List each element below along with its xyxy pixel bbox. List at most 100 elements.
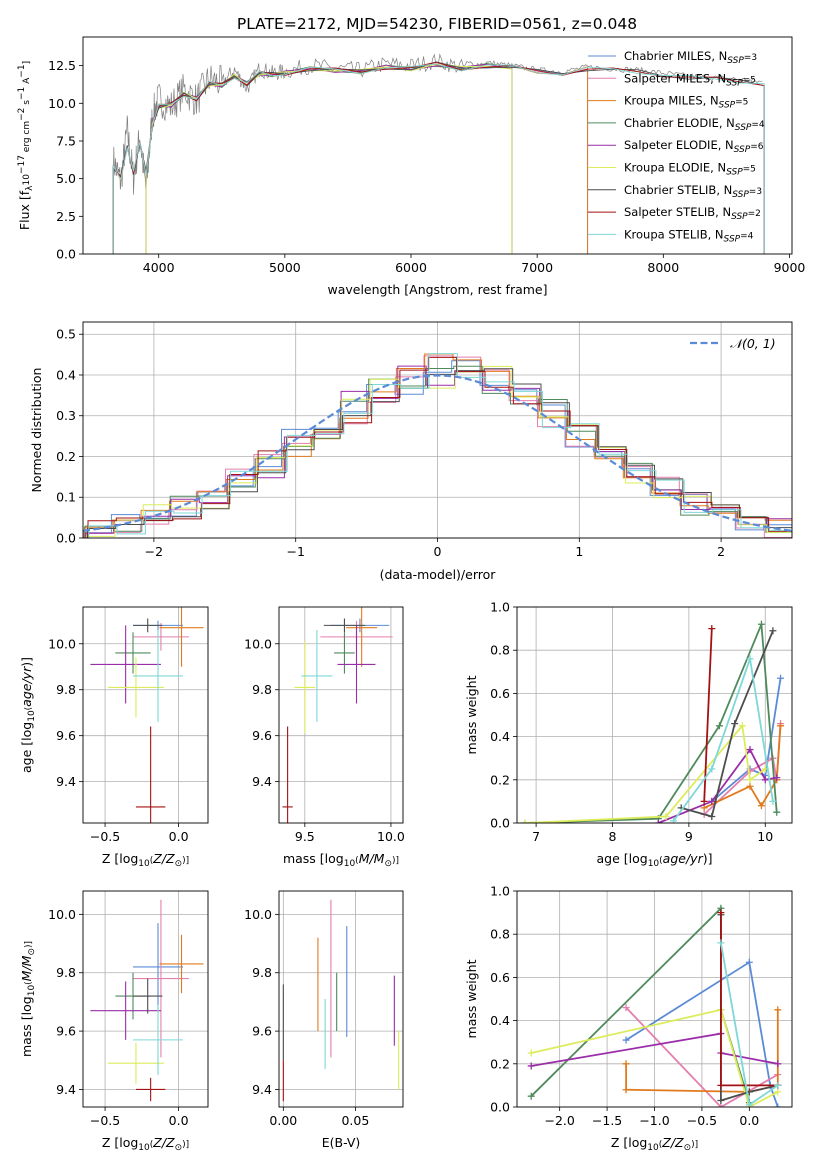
x-tick-label: 10 [757,829,773,844]
x-axis-label: (data-model)/error [380,567,497,582]
weight-marker [757,802,765,810]
panel-residuals: −2 −1 0 1 2 0.0 0.1 0.2 0.3 0.4 0.5 𝒩(0, 1) (data-mo… [29,321,793,582]
plot-area-mass-vs-ebv [282,899,400,1102]
weight-marker [774,1081,782,1089]
x-tick-label: 9 [685,829,693,844]
y-tick-label: 9.6 [252,728,272,743]
axes-frame [82,321,793,539]
y-axis-label: mass [log10(M/M⊙)] [19,941,37,1057]
panel-weight-vs-age: 7 8 9 10 0.0 0.2 0.4 0.6 0.8 1.0 age [log10(age/yr… [464,600,793,869]
weight-marker [745,958,753,966]
legend-label: Salpeter MILES, NSSP=5 [624,71,756,88]
x-tick-label: −0.5 [687,1113,717,1128]
y-tick-label: 0.1 [56,490,76,505]
legend-label: Kroupa ELODIE, NSSP=5 [624,161,756,178]
y-tick-label: 9.6 [252,1024,272,1039]
y-tick-label: 9.8 [56,965,76,980]
weight-marker [769,627,777,635]
y-tick-label: 10.0 [244,907,272,922]
x-tick-label: −0.5 [90,1113,120,1128]
weight-marker [746,746,754,754]
weight-marker [708,813,716,821]
weight-marker [708,797,716,805]
y-tick-label: 9.4 [56,774,76,789]
weight-marker [715,722,723,730]
plot-area-mass-vs-Z [90,899,204,1102]
panel-age-vs-mass: 9.5 10.0 9.4 9.6 9.8 10.0 mass [log10(M/M⊙)] [244,606,405,869]
x-axis-label: E(B-V) [322,1135,361,1150]
weight-marker [717,909,725,917]
x-tick-label: 0.0 [739,1113,759,1128]
x-tick-label: 10.0 [377,829,405,844]
hist-step-salpeter-stelib [87,356,792,538]
y-tick-label: 2.5 [56,209,76,224]
weight-marker [774,1088,782,1096]
y-tick-label: 9.4 [252,774,272,789]
x-tick-label: 9.5 [295,829,315,844]
y-axis-label: mass weight [464,675,479,754]
x-axis-label: wavelength [Angstrom, rest frame] [327,282,547,297]
x-tick-label: −2 [145,544,163,559]
y-tick-label: 10.0 [244,636,272,651]
legend-label: Chabrier STELIB, NSSP=3 [624,183,762,200]
legend-label: Chabrier MILES, NSSP=3 [624,49,757,66]
model-spectrum-salpeter-elodie [145,63,513,254]
y-tick-label: 1.0 [490,600,510,615]
y-tick-label: 9.4 [56,1082,76,1097]
axes-frame [516,890,793,1108]
x-tick-label: 6000 [395,260,427,275]
weight-marker [527,1049,535,1057]
x-tick-label: 8000 [647,260,679,275]
y-tick-label: 0.2 [56,449,76,464]
y-tick-label: 0.0 [490,1100,510,1115]
weight-marker [777,674,785,682]
weight-marker [527,1062,535,1070]
y-tick-label: 0.0 [56,247,76,262]
weight-line-chabrier-miles [625,960,779,1107]
y-tick-label: 0.4 [490,1013,510,1028]
y-tick-label: 0.6 [490,686,510,701]
x-tick-label: 1 [575,544,583,559]
weight-marker [773,808,781,816]
weight-marker [622,1004,630,1012]
y-tick-label: 0.2 [490,772,510,787]
weight-marker [774,1006,782,1014]
x-tick-label: 0.05 [341,1113,369,1128]
y-tick-label: 10.0 [48,907,76,922]
x-axis-label: Z [log10(Z/Z⊙)] [102,851,189,869]
axes-frame [82,36,793,255]
weight-line-kroupa-elodie [531,1008,779,1107]
weight-marker [769,797,777,805]
plot-area-age-vs-mass [282,607,393,823]
model-spectrum-kroupa-stelib [112,63,765,254]
weight-marker [745,1101,753,1107]
weight-marker [700,797,708,805]
weight-marker [622,1060,630,1068]
weight-marker [717,1103,725,1107]
y-tick-label: 7.5 [56,133,76,148]
weight-marker [746,776,754,784]
weight-marker [622,1036,630,1044]
x-tick-label: 0 [434,544,442,559]
x-tick-label: −1.0 [639,1113,669,1128]
y-tick-label: 0.8 [490,643,510,658]
y-tick-label: 9.8 [56,682,76,697]
x-tick-label: 9000 [774,260,806,275]
hist-step-kroupa-elodie [86,365,792,538]
y-tick-label: 0.0 [490,816,510,831]
figure-title: PLATE=2172, MJD=54230, FIBERID=0561, z=0… [237,15,637,33]
x-tick-label: 0.0 [169,829,189,844]
x-tick-label: −2.0 [544,1113,574,1128]
weight-marker [708,625,716,633]
y-axis-label: Flux [fλ10−17 erg cm−2 s−1 A−1] [17,61,35,230]
plot-area-weight-vs-age [521,620,785,823]
weight-marker [761,776,769,784]
x-tick-label: −1 [286,544,304,559]
panel-mass-vs-Z: −0.5 0.0 9.4 9.6 9.8 10.0 Z [log10(Z/Z⊙)] mass … [19,890,209,1153]
y-tick-label: 0.5 [56,327,76,342]
legend-label-normal: 𝒩(0, 1) [730,336,776,351]
weight-marker [708,765,716,773]
x-tick-label: −1.5 [592,1113,622,1128]
hist-step-salpeter-elodie [85,365,792,538]
